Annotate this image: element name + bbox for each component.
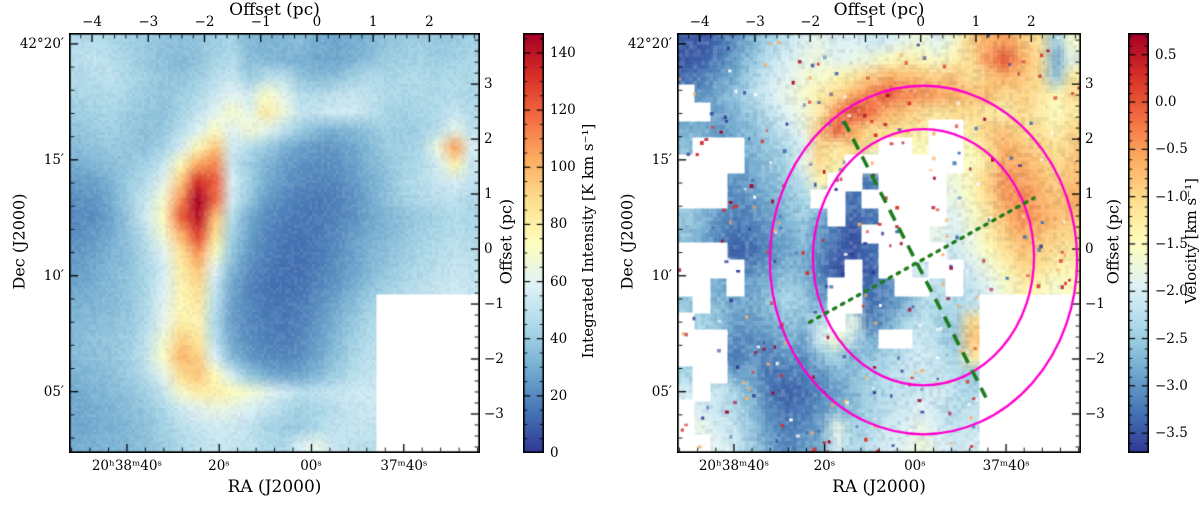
top-axis-tick-label: 0	[916, 14, 926, 30]
right-axis-tick-label: 3	[484, 76, 493, 93]
ra-axis-tick-label: 37ᵐ40ˢ	[380, 458, 428, 474]
colorbar-tick-label: 140	[550, 45, 576, 61]
dec-axis-tick-label: 15′	[43, 151, 64, 168]
right-axis-tick-label: 0	[484, 241, 493, 258]
colorbar-tick-label: −3.0	[1155, 377, 1188, 394]
colorbar-tick-label: −1.0	[1155, 188, 1188, 205]
right-axis-tick-label: 1	[484, 186, 493, 203]
top-axis-tick-label: −4	[689, 14, 710, 30]
top-axis-tick-label: −4	[82, 14, 102, 30]
colorbar-tick-label: −2.5	[1155, 330, 1188, 347]
top-axis-tick-label: −1	[855, 14, 876, 30]
velocity-heatmap-canvas	[677, 33, 1081, 453]
ra-axis-tick-label: 20ˢ	[208, 458, 230, 474]
right-axis-tick-label: 0	[1085, 241, 1094, 258]
right-axis-tick-label: 3	[1085, 76, 1094, 93]
colorbar-tick-label: −0.5	[1155, 141, 1188, 158]
dec-axis-tick-label: 10′	[43, 267, 64, 284]
intensity-colorbar-canvas	[523, 33, 544, 453]
colorbar-tick-label: 20	[550, 387, 568, 404]
right-axis-tick-label: −3	[484, 405, 504, 422]
colorbar-tick-label: −1.5	[1155, 235, 1188, 252]
top-axis-tick-label: −3	[744, 14, 765, 30]
colorbar-tick-label: −2.0	[1155, 283, 1188, 300]
colorbar-tick-label: 0.0	[1155, 94, 1177, 111]
right-axis-tick-label: −2	[1085, 350, 1105, 367]
top-axis-tick-label: −2	[194, 14, 215, 30]
dec-axis-tick-label: 10′	[651, 267, 672, 284]
right-axis-tick-label: 1	[1085, 186, 1094, 203]
ra-axis-tick-label: 20ʰ38ᵐ40ˢ	[91, 458, 163, 474]
top-axis-tick-label: 2	[1026, 14, 1036, 30]
velocity-colorbar-canvas	[1128, 33, 1149, 453]
right-axis-title-right-panel: Offset (pc)	[1103, 198, 1123, 285]
ra-axis-tick-label: 37ᵐ40ˢ	[982, 458, 1030, 474]
top-axis-title-left-panel: Offset (pc)	[229, 0, 320, 20]
ra-axis-tick-label: 20ʰ38ᵐ40ˢ	[698, 458, 770, 474]
colorbar-tick-label: 40	[550, 330, 568, 347]
colorbar-tick-label: 100	[550, 159, 576, 176]
top-axis-title-right-panel: Offset (pc)	[833, 0, 925, 20]
top-axis-tick-label: 1	[368, 14, 378, 30]
top-axis-tick-label: 1	[971, 14, 981, 30]
top-axis-tick-label: 0	[312, 14, 322, 30]
colorbar-tick-label: −3.5	[1155, 425, 1188, 442]
right-axis-tick-label: 2	[484, 131, 493, 148]
dec-axis-tick-label: 42°20′	[627, 35, 672, 52]
ra-axis-tick-label: 00ˢ	[300, 458, 322, 474]
ra-axis-tick-label: 00ˢ	[904, 458, 926, 474]
right-axis-tick-label: −1	[484, 296, 504, 313]
right-axis-tick-label: −1	[1085, 296, 1105, 313]
top-axis-tick-label: −3	[138, 14, 159, 30]
right-axis-tick-label: 2	[1085, 131, 1094, 148]
colorbar-tick-label: 80	[550, 216, 568, 233]
intensity-heatmap-canvas	[69, 33, 480, 453]
right-axis-title-left-panel: Offset (pc)	[496, 198, 516, 285]
top-axis-tick-label: −2	[800, 14, 821, 30]
bottom-axis-title-right-panel: RA (J2000)	[832, 477, 926, 497]
intensity-colorbar-title: Integrated Intensity [K km s⁻¹]	[579, 123, 597, 359]
bottom-axis-title-left-panel: RA (J2000)	[227, 477, 322, 497]
dec-axis-tick-label: 05′	[43, 384, 64, 401]
dec-axis-tick-label: 42°20′	[19, 35, 64, 52]
ra-axis-tick-label: 20ˢ	[813, 458, 836, 474]
right-axis-tick-label: −3	[1085, 405, 1105, 422]
right-axis-tick-label: −2	[484, 350, 504, 367]
top-axis-tick-label: −1	[250, 14, 271, 30]
colorbar-tick-label: 0	[550, 445, 559, 461]
colorbar-tick-label: 60	[550, 273, 568, 290]
colorbar-tick-label: 120	[550, 102, 576, 119]
dec-axis-tick-label: 15′	[651, 151, 672, 168]
colorbar-tick-label: 0.5	[1155, 46, 1177, 63]
top-axis-tick-label: 2	[425, 14, 434, 30]
dec-axis-tick-label: 05′	[651, 384, 672, 401]
